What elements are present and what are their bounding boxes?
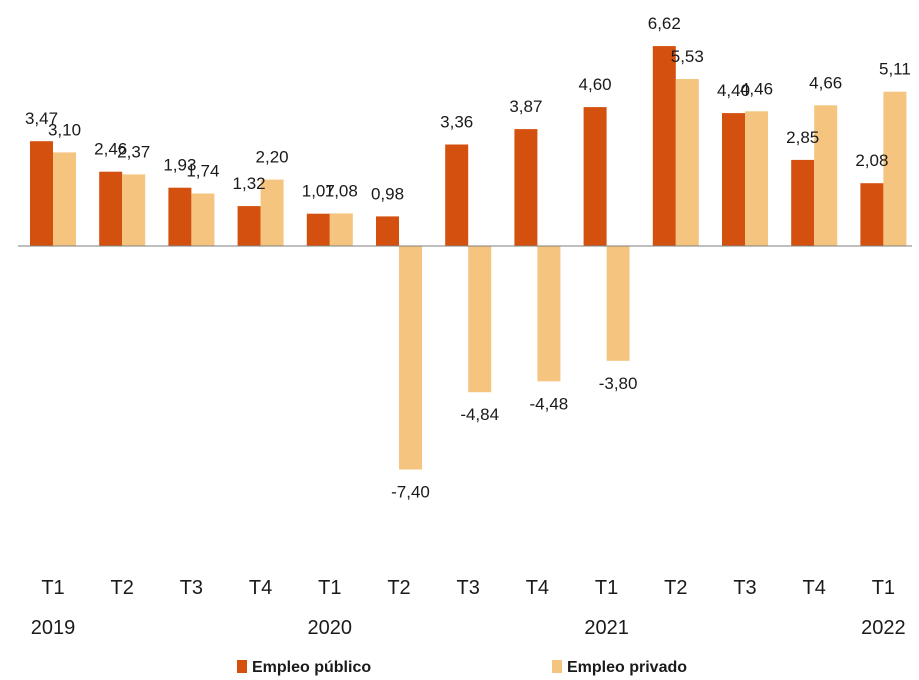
bar-empleo-publico-5 xyxy=(376,216,399,246)
legend-swatch-empleo-publico xyxy=(237,660,247,673)
legend: Empleo público Empleo privado xyxy=(237,659,687,676)
bar-empleo-publico-6 xyxy=(445,144,469,246)
data-label-empleo-publico-0: 3,47 xyxy=(25,109,58,128)
x-tick-label-1: T2 xyxy=(111,577,134,599)
data-label-empleo-privado-10: 4,46 xyxy=(740,79,773,98)
bar-empleo-publico-10 xyxy=(722,113,745,246)
x-tick-label-9: T2 xyxy=(664,577,687,599)
data-label-empleo-privado-4: 1,08 xyxy=(325,181,358,200)
x-tick-label-4: T1 xyxy=(318,577,341,599)
bar-empleo-publico-3 xyxy=(237,206,261,246)
bars-layer xyxy=(30,46,907,470)
x-year-label-2021: 2021 xyxy=(584,617,629,639)
bar-empleo-privado-4 xyxy=(329,213,353,246)
data-label-empleo-privado-0: 3,10 xyxy=(48,120,81,139)
data-label-empleo-publico-2: 1,93 xyxy=(163,156,196,175)
x-tick-label-8: T1 xyxy=(595,577,618,599)
data-label-empleo-privado-8: -3,80 xyxy=(599,374,638,393)
bar-empleo-publico-2 xyxy=(168,187,192,246)
data-label-empleo-publico-6: 3,36 xyxy=(440,113,473,132)
bar-empleo-publico-11 xyxy=(791,159,815,246)
data-label-empleo-publico-5: 0,98 xyxy=(371,184,404,203)
data-label-empleo-privado-5: -7,40 xyxy=(391,483,430,502)
bar-empleo-privado-1 xyxy=(122,174,146,246)
data-label-empleo-publico-10: 4,40 xyxy=(717,81,750,100)
data-label-empleo-publico-8: 4,60 xyxy=(579,75,612,94)
x-tick-label-0: T1 xyxy=(41,577,64,599)
bar-empleo-privado-10 xyxy=(745,111,768,246)
x-year-label-2019: 2019 xyxy=(31,617,76,639)
data-label-empleo-privado-12: 5,11 xyxy=(879,60,911,79)
x-tick-label-6: T3 xyxy=(457,577,480,599)
x-tick-label-11: T4 xyxy=(803,577,826,599)
bar-empleo-publico-7 xyxy=(514,129,538,246)
bar-empleo-privado-11 xyxy=(814,105,838,246)
x-tick-label-7: T4 xyxy=(526,577,549,599)
bar-empleo-privado-7 xyxy=(537,246,561,382)
data-label-empleo-publico-1: 2,46 xyxy=(94,140,127,159)
legend-label-empleo-publico: Empleo público xyxy=(252,659,371,676)
bar-empleo-privado-8 xyxy=(606,246,630,361)
x-year-label-2022: 2022 xyxy=(861,617,906,639)
legend-swatch-empleo-privado xyxy=(552,660,562,673)
bar-empleo-publico-1 xyxy=(99,171,123,246)
bar-empleo-privado-5 xyxy=(399,246,422,470)
bar-empleo-publico-8 xyxy=(583,107,607,246)
bar-empleo-privado-6 xyxy=(468,246,492,393)
data-label-empleo-publico-7: 3,87 xyxy=(509,97,542,116)
data-label-empleo-privado-1: 2,37 xyxy=(117,142,150,161)
bar-empleo-privado-2 xyxy=(191,193,215,246)
data-label-empleo-privado-11: 4,66 xyxy=(809,73,842,92)
x-tick-label-5: T2 xyxy=(387,577,410,599)
x-tick-label-12: T1 xyxy=(872,577,895,599)
bar-empleo-publico-12 xyxy=(860,183,884,246)
data-label-empleo-privado-6: -4,84 xyxy=(460,405,499,424)
data-label-empleo-publico-11: 2,85 xyxy=(786,128,819,147)
bar-empleo-publico-4 xyxy=(306,213,330,246)
value-labels-layer: 3,47 2,46 1,93 1,32 1,07 0,98 3,36 3,87 4,60 6,62… xyxy=(25,14,911,501)
data-label-empleo-publico-9: 6,62 xyxy=(648,14,681,33)
x-tick-label-2: T3 xyxy=(180,577,203,599)
data-label-empleo-privado-7: -4,48 xyxy=(530,394,569,413)
bar-empleo-publico-0 xyxy=(30,141,53,246)
bar-empleo-privado-3 xyxy=(260,179,284,246)
bar-empleo-publico-9 xyxy=(652,46,676,246)
data-label-empleo-publico-3: 1,32 xyxy=(233,174,266,193)
x-tick-label-3: T4 xyxy=(249,577,272,599)
data-label-empleo-privado-9: 5,53 xyxy=(671,47,704,66)
bar-empleo-privado-9 xyxy=(675,79,699,246)
bar-empleo-privado-0 xyxy=(53,152,76,246)
data-label-empleo-privado-3: 2,20 xyxy=(256,148,289,167)
bar-empleo-privado-12 xyxy=(883,91,907,246)
x-tick-label-10: T3 xyxy=(733,577,756,599)
data-label-empleo-publico-4: 1,07 xyxy=(302,182,335,201)
x-year-label-2020: 2020 xyxy=(308,617,353,639)
data-label-empleo-publico-12: 2,08 xyxy=(855,151,888,170)
legend-label-empleo-privado: Empleo privado xyxy=(567,659,687,676)
x-axis-ticks: T1 T2 T3 T4 T1 T2 T3 T4 T1 T2 T3 T4 T1 2019 2020 2021 20… xyxy=(31,577,906,639)
data-label-empleo-privado-2: 1,74 xyxy=(186,162,219,181)
